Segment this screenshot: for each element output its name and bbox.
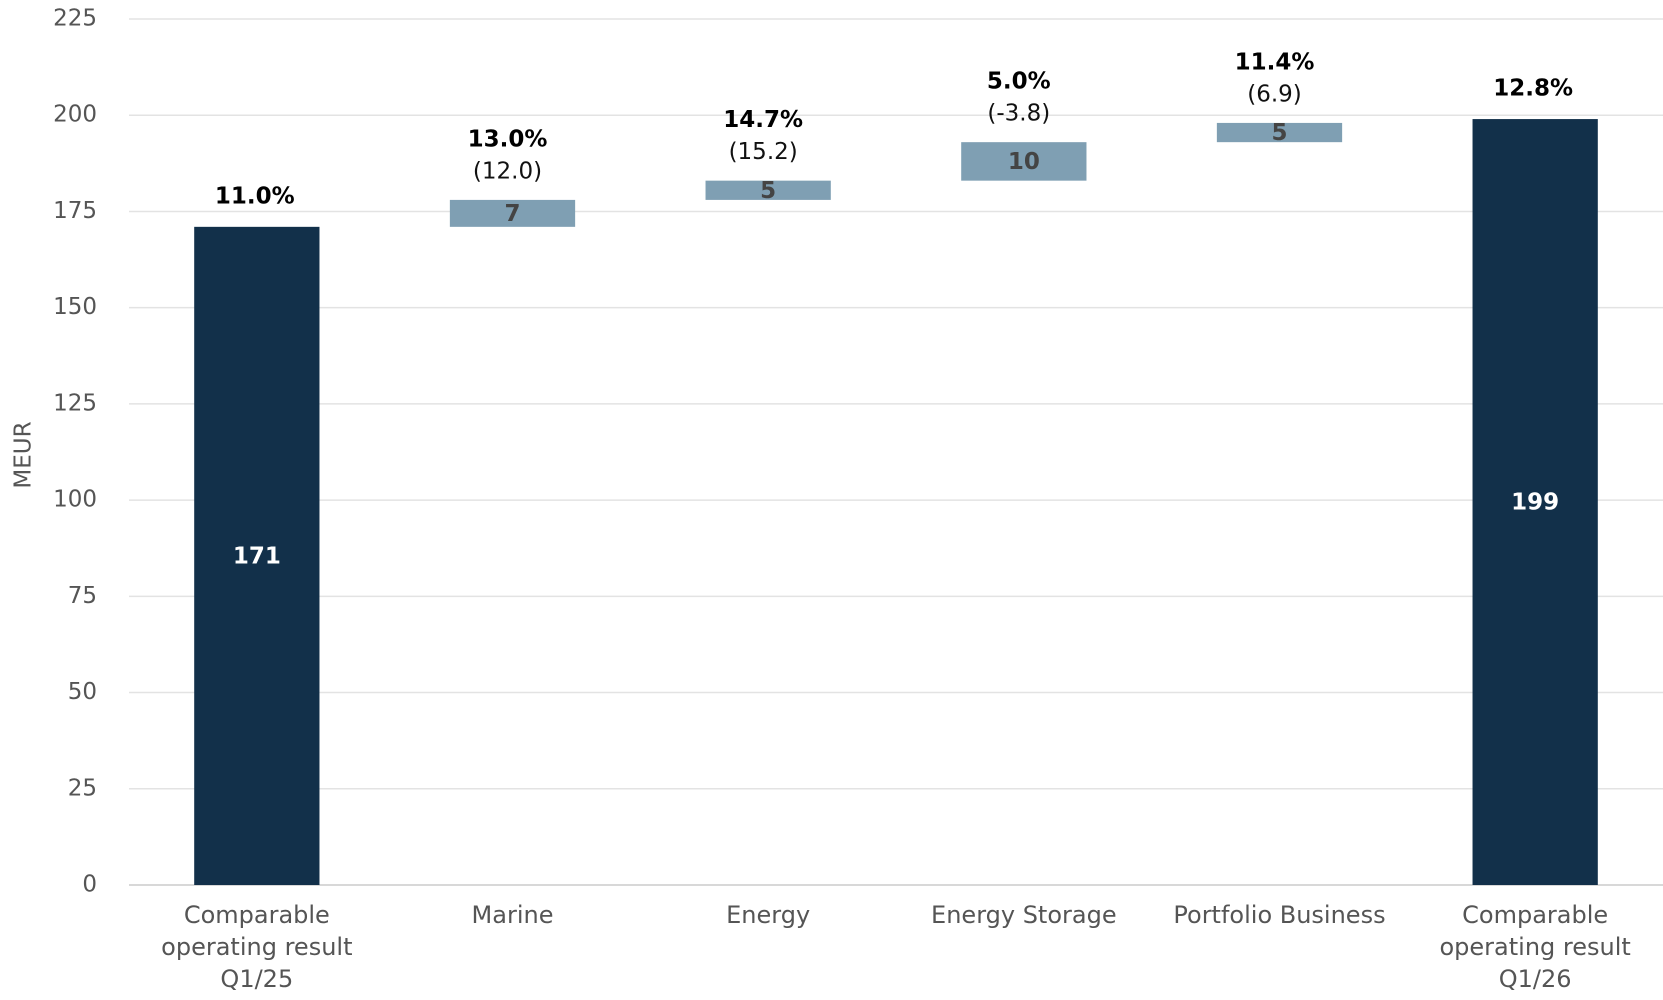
- value-label: 7: [504, 201, 520, 227]
- value-label: 199: [1511, 490, 1559, 516]
- margin-label: 14.7%: [723, 107, 803, 133]
- x-tick-label: Energy Storage: [931, 901, 1117, 929]
- x-tick-label: Comparable operating result Q1/26: [1439, 901, 1631, 993]
- change-label: (-3.8): [987, 101, 1050, 127]
- y-tick-label: 25: [68, 775, 97, 801]
- margin-label: 13.0%: [468, 126, 548, 152]
- total-bar: [1472, 119, 1598, 886]
- y-tick-label: 125: [53, 390, 97, 416]
- value-label: 5: [1271, 120, 1287, 146]
- y-tick-label: 175: [53, 198, 97, 224]
- delta-bar: [961, 142, 1087, 181]
- margin-label: 5.0%: [987, 69, 1051, 95]
- y-axis-label: MEUR: [11, 421, 37, 488]
- value-label: 171: [233, 543, 281, 569]
- x-tick-label: Energy: [726, 901, 811, 929]
- y-tick-label: 100: [53, 487, 97, 513]
- change-label: (12.0): [473, 158, 542, 184]
- x-tick-label: Portfolio Business: [1173, 901, 1386, 929]
- value-label: 10: [1008, 149, 1040, 175]
- margin-label: 11.0%: [215, 183, 295, 209]
- y-tick-label: 75: [68, 583, 97, 609]
- delta-bar: [1216, 122, 1343, 143]
- delta-bar: [705, 180, 831, 200]
- change-label: (6.9): [1247, 81, 1302, 107]
- value-label: 5: [760, 178, 776, 204]
- y-tick-label: 50: [68, 679, 97, 705]
- x-tick-label: Marine: [471, 901, 554, 929]
- delta-bar: [449, 199, 576, 227]
- y-tick-label: 200: [53, 102, 97, 128]
- margin-label: 11.4%: [1235, 49, 1315, 75]
- y-tick-label: 0: [82, 872, 97, 898]
- x-tick-label: Comparable operating result Q1/25: [161, 901, 353, 993]
- y-tick-label: 225: [53, 6, 97, 32]
- y-tick-label: 150: [53, 294, 97, 320]
- total-bar: [194, 226, 320, 886]
- margin-label: 12.8%: [1493, 76, 1573, 102]
- change-label: (15.2): [729, 139, 798, 165]
